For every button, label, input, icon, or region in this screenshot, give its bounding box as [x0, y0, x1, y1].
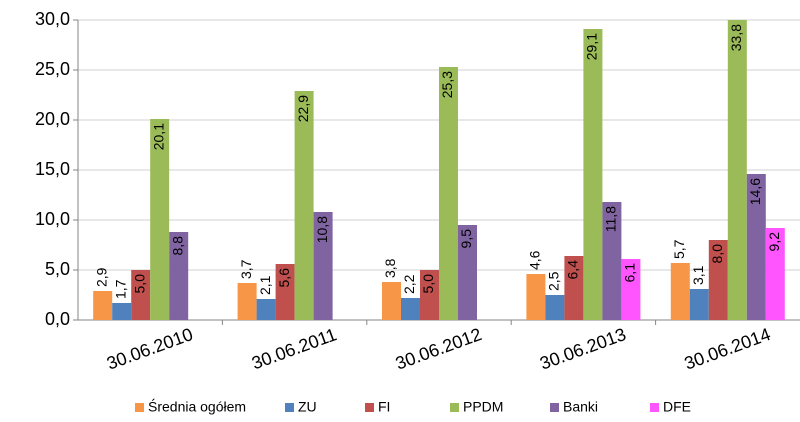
- data-label: 33,8: [728, 24, 744, 51]
- legend-label: Średnia ogółem: [148, 398, 246, 415]
- bar: [313, 212, 333, 320]
- bar: [237, 283, 257, 320]
- y-tick-label: 20,0: [35, 109, 70, 129]
- bar: [256, 299, 276, 320]
- data-label: 11,8: [603, 206, 619, 232]
- data-label: 5,0: [131, 274, 147, 294]
- bar: [746, 174, 766, 320]
- data-label: 14,6: [747, 178, 763, 205]
- legend-swatch: [550, 403, 559, 412]
- legend-label: ZU: [298, 399, 317, 415]
- data-label: 6,1: [622, 263, 638, 283]
- data-label: 29,1: [584, 33, 600, 60]
- data-label: 2,9: [93, 267, 109, 287]
- bar: [112, 303, 132, 320]
- data-label: 5,6: [276, 268, 292, 288]
- data-label: 4,6: [527, 250, 543, 270]
- bar: [545, 295, 565, 320]
- x-tick-label: 30.06.2011: [249, 324, 339, 373]
- legend-swatch: [450, 403, 459, 412]
- bar: [275, 264, 295, 320]
- data-label: 6,4: [565, 260, 581, 280]
- data-label: 1,7: [112, 279, 128, 299]
- data-label: 9,2: [766, 232, 782, 252]
- bar: [689, 289, 709, 320]
- bar: [150, 119, 170, 320]
- data-label: 2,5: [546, 271, 562, 291]
- data-label: 9,5: [458, 229, 474, 249]
- bar: [621, 259, 641, 320]
- x-tick-label: 30.06.2013: [537, 324, 629, 374]
- legend-swatch: [135, 403, 144, 412]
- bar: [169, 232, 189, 320]
- bar: [382, 282, 401, 320]
- data-label: 2,2: [401, 274, 417, 294]
- y-tick-label: 30,0: [35, 9, 70, 29]
- bar: [708, 240, 728, 320]
- bar: [439, 67, 458, 320]
- x-tick-label: 30.06.2014: [682, 324, 774, 374]
- legend-label: PPDM: [463, 399, 503, 415]
- bar: [526, 274, 546, 320]
- bar: [765, 228, 785, 320]
- y-tick-label: 0,0: [45, 309, 70, 329]
- data-label: 8,8: [169, 236, 185, 256]
- bar: [602, 202, 622, 320]
- data-label: 25,3: [439, 71, 455, 98]
- data-label: 3,7: [238, 259, 254, 279]
- bar: [583, 29, 603, 320]
- bar: [727, 20, 747, 320]
- y-tick-label: 5,0: [45, 259, 70, 279]
- legend-label: Banki: [563, 399, 598, 415]
- y-tick-label: 15,0: [35, 159, 70, 179]
- legend-label: DFE: [663, 399, 691, 415]
- data-label: 2,1: [257, 275, 273, 295]
- data-label: 5,7: [671, 239, 687, 259]
- legend-label: FI: [378, 399, 390, 415]
- x-tick-label: 30.06.2012: [393, 324, 485, 374]
- legend-swatch: [285, 403, 294, 412]
- data-label: 3,8: [382, 258, 398, 278]
- legend-swatch: [365, 403, 374, 412]
- data-label: 10,8: [314, 216, 330, 243]
- bar: [564, 256, 584, 320]
- bar: [670, 263, 690, 320]
- data-label: 20,1: [150, 123, 166, 150]
- bar: [294, 91, 314, 320]
- bar: [401, 298, 420, 320]
- y-tick-label: 10,0: [35, 209, 70, 229]
- x-tick-label: 30.06.2010: [104, 324, 196, 374]
- data-label: 5,0: [420, 274, 436, 294]
- legend-swatch: [650, 403, 659, 412]
- y-tick-label: 25,0: [35, 59, 70, 79]
- data-label: 8,0: [709, 244, 725, 264]
- bar: [93, 291, 113, 320]
- bar: [420, 270, 439, 320]
- bar: [131, 270, 151, 320]
- data-label: 22,9: [295, 95, 311, 122]
- bar: [458, 225, 477, 320]
- data-label: 3,1: [690, 265, 706, 285]
